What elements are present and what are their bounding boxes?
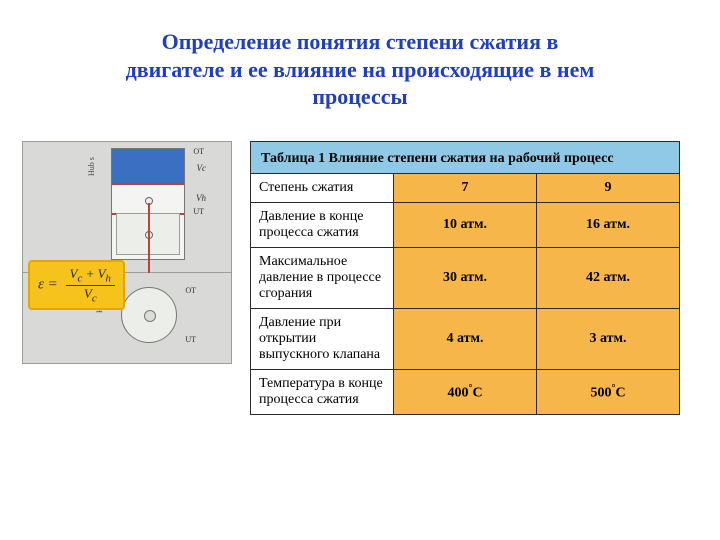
formula-fraction: Vc + Vh Vc (66, 266, 115, 304)
table-row: Степень сжатия79 (251, 174, 680, 203)
table-row: Давление при открытии выпускного клапана… (251, 309, 680, 370)
vh-label: Vh (196, 193, 206, 203)
table-row: Максимальное давление в процессе сгорани… (251, 248, 680, 309)
formula-denominator: Vc (66, 286, 115, 305)
cylinder: OT UT Vc Vh (111, 148, 185, 260)
page-title: Определение понятия степени сжатия в дви… (0, 0, 720, 111)
hub-label-1: Hub s (87, 157, 96, 176)
crankshaft-circle: OT UT (121, 287, 177, 343)
row-value: 3 атм. (537, 309, 680, 370)
table-wrap: Таблица 1 Влияние степени сжатия на рабо… (250, 141, 698, 416)
ot-line (112, 183, 184, 185)
row-value: 10 атм. (394, 203, 537, 248)
engine-diagram: Hub s OT UT Vc Vh Hub s (22, 141, 232, 364)
table-header-row: Таблица 1 Влияние степени сжатия на рабо… (251, 141, 680, 174)
ot-label: OT (193, 147, 204, 156)
vc-label: Vc (197, 163, 207, 173)
row-value: 30 атм. (394, 248, 537, 309)
row-label: Максимальное давление в процессе сгорани… (251, 248, 394, 309)
title-line-3: процессы (312, 84, 407, 109)
table-row: Давление в конце процесса сжатия10 атм.1… (251, 203, 680, 248)
row-value: 400°C (394, 370, 537, 415)
ot-label-2: OT (185, 286, 196, 295)
formula-lhs: ε = (38, 277, 58, 293)
row-label: Степень сжатия (251, 174, 394, 203)
table-row: Температура в конце процесса сжатия400°C… (251, 370, 680, 415)
row-value: 4 атм. (394, 309, 537, 370)
row-value: 9 (537, 174, 680, 203)
title-line-1: Определение понятия степени сжатия в (162, 29, 559, 54)
diagram-cylinder-panel: Hub s OT UT Vc Vh (22, 141, 232, 273)
formula-numerator: Vc + Vh (66, 266, 115, 286)
title-line-2: двигателе и ее влияние на происходящие в… (126, 57, 595, 82)
row-value: 42 атм. (537, 248, 680, 309)
ut-label: UT (193, 207, 204, 216)
table-title: Таблица 1 Влияние степени сжатия на рабо… (251, 141, 680, 174)
row-value: 7 (394, 174, 537, 203)
ut-label-2: UT (185, 335, 196, 344)
row-label: Давление при открытии выпускного клапана (251, 309, 394, 370)
page: Определение понятия степени сжатия в дви… (0, 0, 720, 540)
row-label: Давление в конце процесса сжатия (251, 203, 394, 248)
row-value: 16 атм. (537, 203, 680, 248)
row-value: 500°C (537, 370, 680, 415)
formula-badge: ε = Vc + Vh Vc (28, 260, 125, 310)
row-label: Температура в конце процесса сжатия (251, 370, 394, 415)
combustion-chamber (112, 149, 184, 183)
compression-table: Таблица 1 Влияние степени сжатия на рабо… (250, 141, 680, 416)
